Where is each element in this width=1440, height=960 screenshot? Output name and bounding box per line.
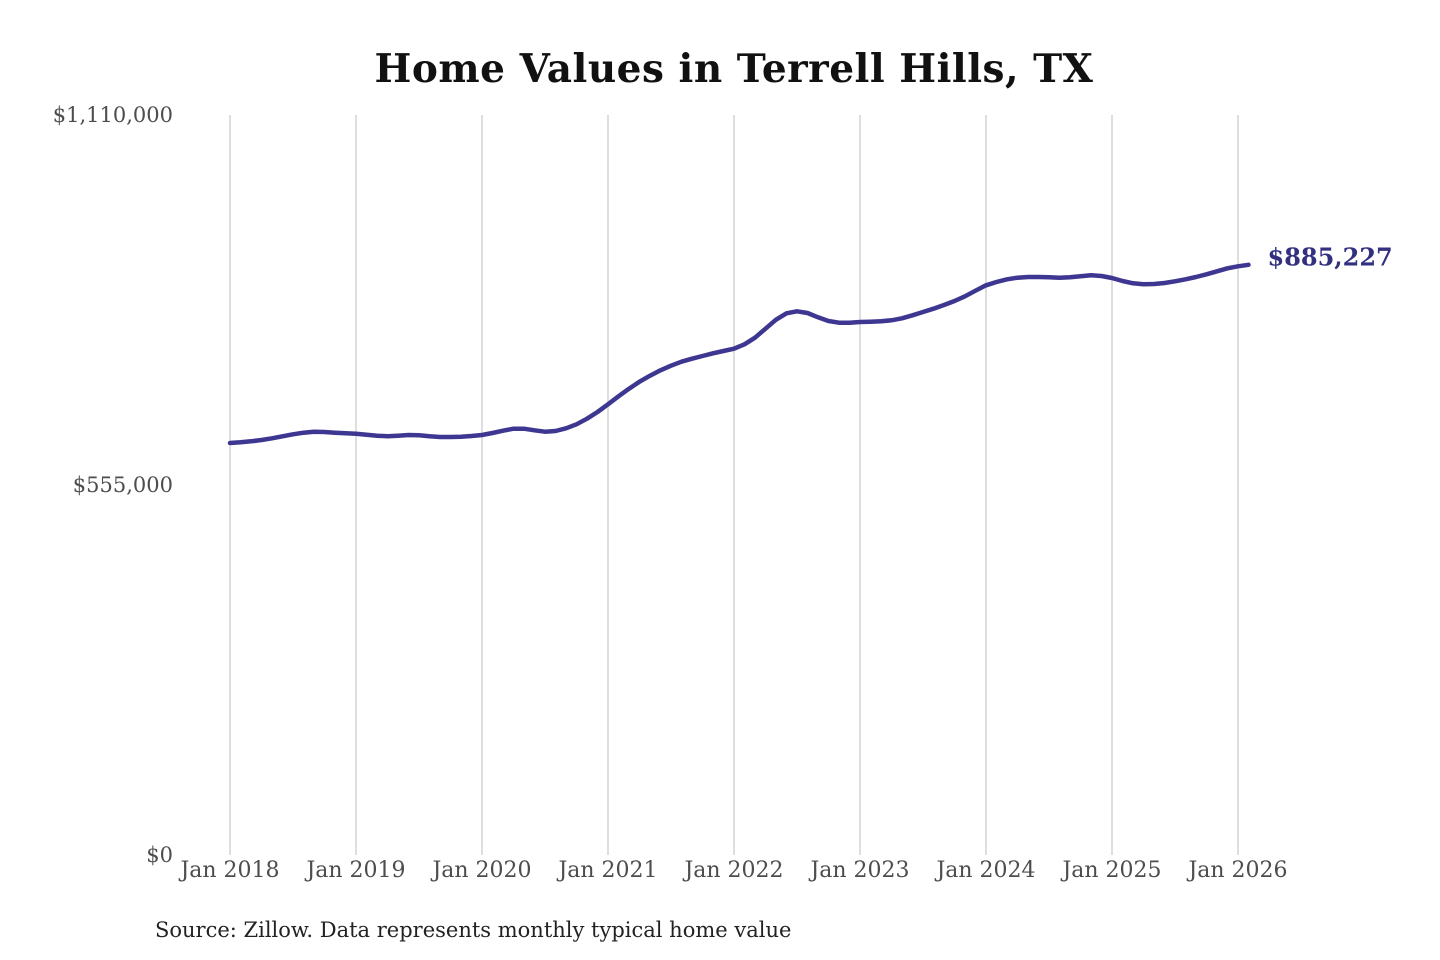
y-axis-tick-label: $1,110,000: [52, 103, 173, 127]
x-axis-tick-label: Jan 2022: [684, 858, 784, 883]
latest-value-label: $885,227: [1267, 242, 1393, 272]
x-axis-tick-label: Jan 2025: [1062, 858, 1162, 883]
x-axis-tick-label: Jan 2020: [432, 858, 532, 883]
x-axis-tick-label: Jan 2024: [936, 858, 1036, 883]
chart-title: Home Values in Terrell Hills, TX: [374, 46, 1094, 92]
y-axis-tick-label: $555,000: [72, 473, 173, 497]
x-axis-tick-label: Jan 2019: [306, 858, 406, 883]
x-axis-tick-label: Jan 2018: [180, 858, 280, 883]
x-axis-tick-label: Jan 2026: [1188, 858, 1288, 883]
x-axis-tick-label: Jan 2023: [810, 858, 910, 883]
x-axis-tick-label: Jan 2021: [558, 858, 658, 883]
source-note: Source: Zillow. Data represents monthly …: [155, 918, 792, 942]
y-axis-tick-label: $0: [146, 843, 173, 867]
home-value-line-series: [227, 262, 1251, 446]
